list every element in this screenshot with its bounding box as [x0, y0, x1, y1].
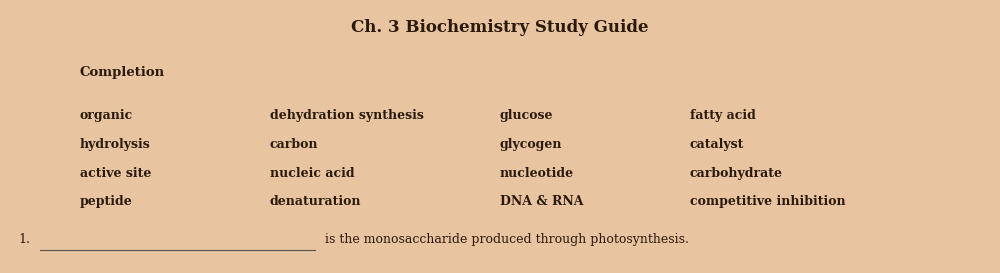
Text: peptide: peptide [80, 195, 133, 208]
Text: active site: active site [80, 167, 151, 180]
Text: glycogen: glycogen [500, 138, 562, 151]
Text: denaturation: denaturation [270, 195, 362, 208]
Text: glucose: glucose [500, 109, 554, 122]
Text: catalyst: catalyst [690, 138, 744, 151]
Text: Completion: Completion [80, 66, 165, 79]
Text: fatty acid: fatty acid [690, 109, 756, 122]
Text: nucleotide: nucleotide [500, 167, 574, 180]
Text: 1.: 1. [18, 233, 30, 246]
Text: Ch. 3 Biochemistry Study Guide: Ch. 3 Biochemistry Study Guide [351, 19, 649, 36]
Text: carbohydrate: carbohydrate [690, 167, 783, 180]
Text: dehydration synthesis: dehydration synthesis [270, 109, 424, 122]
Text: DNA & RNA: DNA & RNA [500, 195, 584, 208]
Text: nucleic acid: nucleic acid [270, 167, 355, 180]
Text: competitive inhibition: competitive inhibition [690, 195, 846, 208]
Text: carbon: carbon [270, 138, 318, 151]
Text: hydrolysis: hydrolysis [80, 138, 151, 151]
Text: is the monosaccharide produced through photosynthesis.: is the monosaccharide produced through p… [325, 233, 689, 246]
Text: organic: organic [80, 109, 133, 122]
